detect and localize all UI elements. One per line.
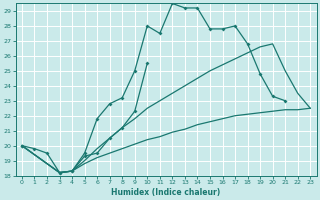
X-axis label: Humidex (Indice chaleur): Humidex (Indice chaleur) (111, 188, 221, 197)
